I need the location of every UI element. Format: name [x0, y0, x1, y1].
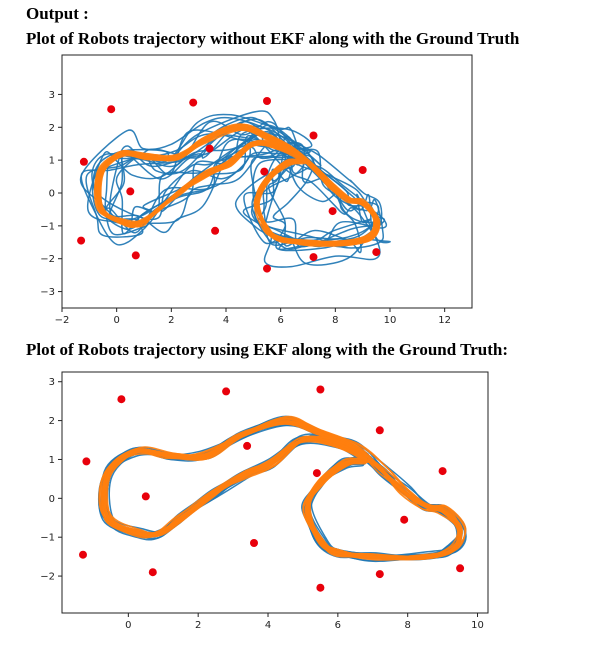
y-tick-label: 1 [49, 455, 55, 466]
trajectory-loop [104, 130, 362, 254]
trajectory-loop [85, 129, 383, 266]
landmark-point [250, 539, 258, 547]
x-tick-label: 8 [405, 620, 411, 631]
y-tick-label: 2 [49, 416, 55, 427]
x-axis-ticks: 0 2 4 6 8 10 [125, 613, 484, 631]
landmark-point [372, 248, 381, 257]
x-tick-label: 4 [265, 620, 271, 631]
series-ground-truth [98, 415, 467, 561]
y-tick-label: 0 [49, 189, 55, 200]
y-tick-label: −1 [40, 221, 55, 232]
output-heading: Output : [26, 4, 89, 23]
landmark-point [456, 564, 465, 573]
y-tick-label: 1 [49, 156, 55, 167]
landmark-point [141, 492, 150, 501]
x-tick-label: 6 [335, 620, 341, 631]
y-tick-label: −1 [40, 533, 55, 544]
landmark-point [358, 166, 367, 174]
axes-frame [61, 54, 473, 309]
y-tick-label: 0 [49, 494, 55, 505]
x-tick-label: 6 [277, 315, 283, 326]
x-tick-label: 0 [113, 315, 119, 326]
y-tick-label: −2 [40, 572, 55, 583]
trajectory-loop [98, 128, 379, 246]
landmark-point [309, 131, 318, 140]
plot2-heading: Plot of Robots trajectory using EKF alon… [26, 340, 508, 359]
landmark-point [126, 187, 135, 196]
landmark-point [375, 570, 384, 579]
landmark-point [260, 167, 269, 176]
x-tick-label: 8 [332, 315, 338, 326]
trajectory-loop [106, 421, 460, 560]
trajectory-loop [98, 421, 461, 559]
landmark-point [82, 457, 91, 466]
landmark-point [328, 207, 337, 216]
landmark-point [400, 515, 409, 524]
x-tick-label: −2 [55, 315, 70, 326]
landmark-point [77, 236, 86, 245]
trajectory-plot-with-ekf: 0 2 4 6 8 10 −2 −1 0 1 2 3 [40, 371, 489, 631]
landmark-point [375, 426, 384, 435]
landmark-point [117, 395, 126, 404]
landmark-point [438, 467, 447, 476]
landmark-point [316, 583, 325, 592]
landmark-point [189, 98, 198, 107]
series-estimate [97, 415, 467, 563]
plot1-heading: Plot of Robots trajectory without EKF al… [26, 29, 520, 48]
landmark-point [263, 97, 271, 105]
y-tick-label: 3 [49, 90, 55, 101]
landmark-point [79, 157, 88, 166]
x-tick-label: 0 [125, 620, 131, 631]
x-tick-label: 4 [223, 315, 229, 326]
x-tick-label: 10 [471, 620, 484, 631]
landmark-point [222, 387, 231, 396]
landmark-point [107, 105, 116, 114]
landmark-point [205, 144, 214, 153]
x-tick-label: 2 [168, 315, 174, 326]
landmark-point [263, 264, 271, 273]
plot-area [77, 97, 391, 273]
trajectory-loop [104, 125, 391, 252]
x-tick-label: 2 [195, 620, 201, 631]
landmark-point [243, 441, 252, 450]
trajectory-loop [94, 123, 378, 243]
series-estimate [79, 110, 391, 268]
x-axis-ticks: −2 0 2 4 6 8 10 12 [55, 308, 451, 326]
y-tick-label: −3 [40, 287, 55, 298]
landmark-point [79, 550, 87, 559]
y-axis-ticks: −2 −1 0 1 2 3 [40, 377, 62, 583]
landmark-point [148, 568, 157, 577]
y-tick-label: −2 [40, 254, 55, 265]
landmark-point [312, 469, 321, 478]
axes-frame [61, 371, 489, 614]
landmark-point [211, 226, 220, 235]
landmarks [77, 97, 381, 273]
y-axis-ticks: −3 −2 −1 0 1 2 3 [40, 90, 62, 298]
landmark-point [131, 251, 140, 260]
landmarks [79, 385, 465, 592]
trajectory-loop [99, 126, 380, 245]
series-ground-truth [93, 123, 381, 247]
x-tick-label: 12 [438, 315, 451, 326]
landmark-point [316, 385, 325, 394]
plot-area [79, 385, 467, 592]
x-tick-label: 10 [384, 315, 397, 326]
y-tick-label: 2 [49, 123, 55, 134]
landmark-point [309, 253, 318, 262]
y-tick-label: 3 [49, 377, 55, 388]
